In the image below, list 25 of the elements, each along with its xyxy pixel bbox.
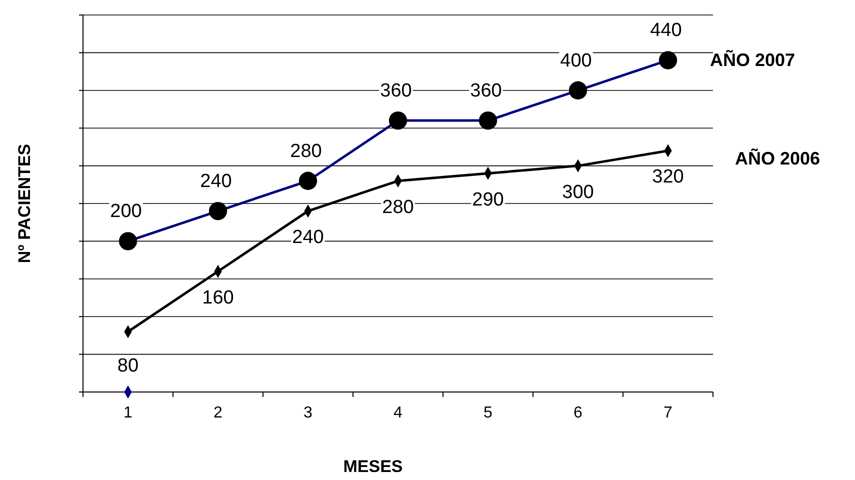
data-label: 360 xyxy=(380,80,412,102)
data-label: 360 xyxy=(470,80,502,102)
data-label: 400 xyxy=(560,50,592,72)
data-label: 240 xyxy=(292,227,324,248)
data-label: 80 xyxy=(117,356,139,377)
y-axis-title: Nº PACIENTES xyxy=(15,144,34,264)
text: AÑO 2006 xyxy=(735,148,820,169)
data-label: 240 xyxy=(200,171,232,192)
x-tick-label: 1 xyxy=(124,404,133,422)
x-axis-title: MESES xyxy=(343,457,403,476)
x-tick-label: 4 xyxy=(394,404,403,422)
data-label: 440 xyxy=(650,20,682,42)
data-label: 200 xyxy=(110,201,142,222)
data-label: 280 xyxy=(382,196,414,218)
data-label: 280 xyxy=(290,140,322,162)
x-tick-label: 2 xyxy=(214,404,223,422)
data-label: 300 xyxy=(562,182,594,203)
x-tick-label: 7 xyxy=(664,404,673,422)
x-tick-label: 3 xyxy=(304,404,313,422)
data-label: 320 xyxy=(652,166,684,188)
x-tick-label: 5 xyxy=(484,404,493,422)
data-label: 160 xyxy=(202,287,234,308)
series-label: AÑO 2007 xyxy=(710,49,796,70)
data-label: 290 xyxy=(472,189,504,210)
x-tick-label: 6 xyxy=(574,404,583,422)
